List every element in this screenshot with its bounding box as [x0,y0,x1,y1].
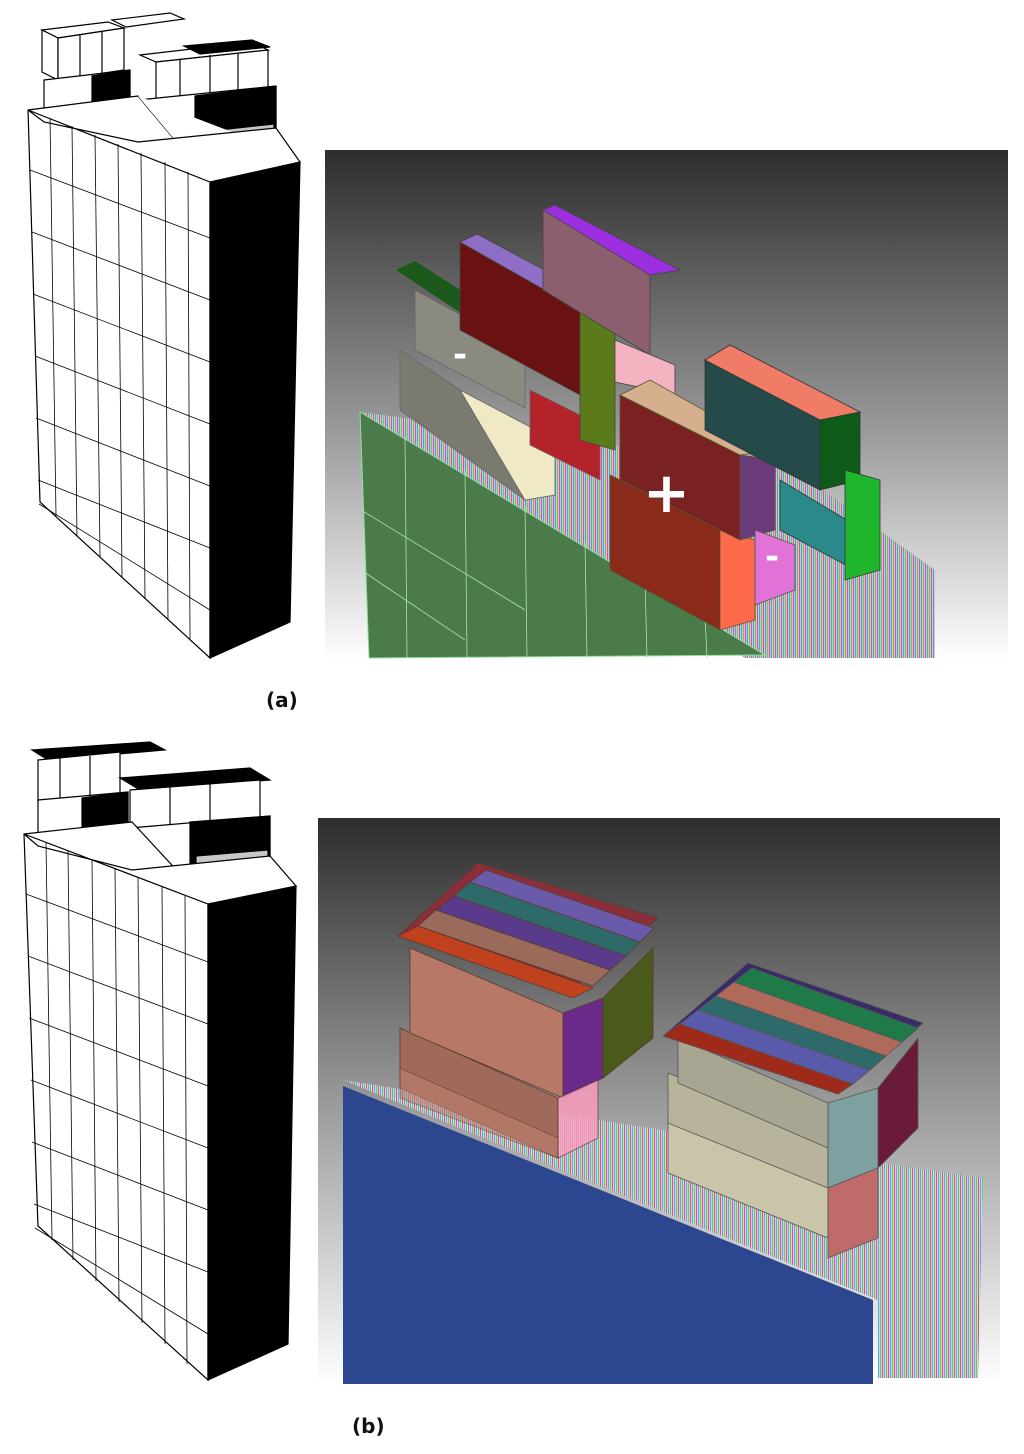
wireframe-b-terminals [30,741,272,831]
panel-b-wireframe [23,741,298,1382]
render-b-cell-face [343,1086,873,1384]
render-a-positive-sign: + [643,461,690,526]
render-a-cell-grid [360,435,708,659]
caption-b: (b) [352,1414,385,1438]
render-a-tab-middle [459,204,682,451]
render-a-tab-far [704,344,881,581]
render-a-tab-positive [609,379,796,631]
render-b-tab-left [396,862,659,1159]
render-b-tab-right [662,962,924,1259]
panel-b-render [318,818,1000,1386]
wireframe-a-grid [29,117,211,641]
wireframe-b-grid [25,841,209,1365]
panel-a-render: - + - [325,150,1008,660]
wireframe-b-cell [23,821,298,1382]
render-a-negative-sign-left: - [453,335,467,375]
render-a-negative-sign-right: - [765,537,779,577]
caption-a: (a) [266,688,298,712]
wireframe-a-cell [27,95,302,660]
panel-a-wireframe [27,12,302,660]
